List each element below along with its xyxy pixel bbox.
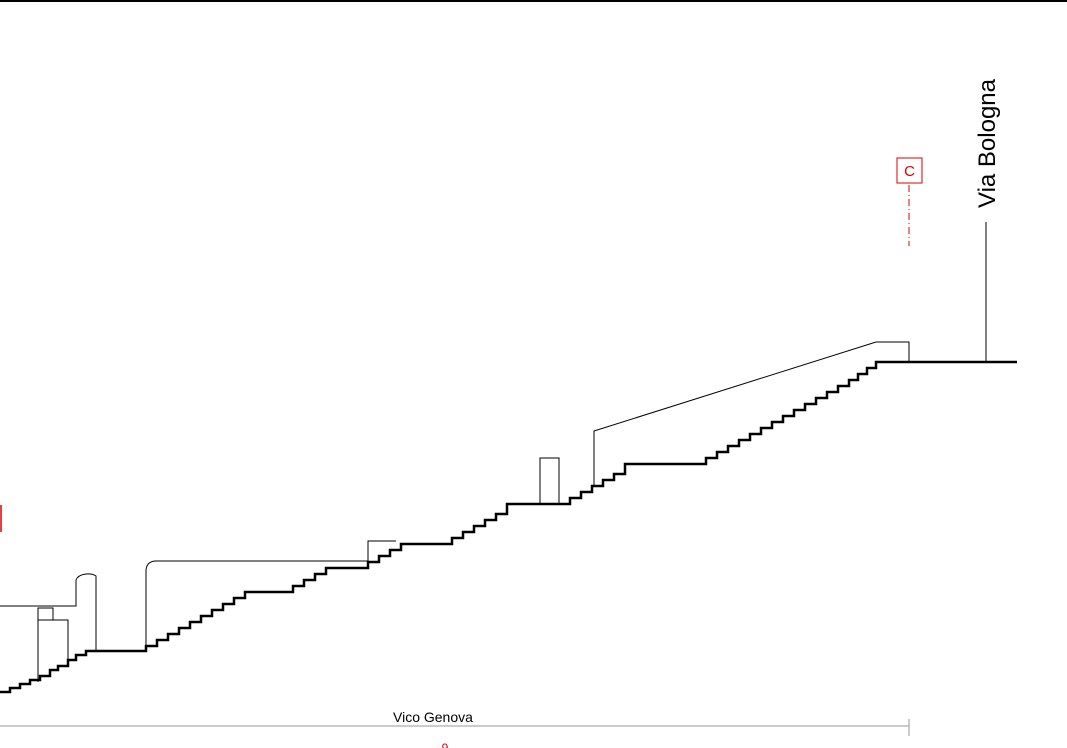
pillar xyxy=(539,457,560,505)
parapet-middle xyxy=(145,540,396,646)
vico-genova-label: Vico Genova xyxy=(393,709,473,725)
small-structure xyxy=(37,619,69,682)
small-box-top xyxy=(37,607,54,621)
via-bologna-label: Via Bologna xyxy=(974,78,1001,208)
stair-profile xyxy=(0,360,1017,694)
parapet-upper xyxy=(593,341,910,486)
parapet-lower xyxy=(0,573,97,651)
bottom-marker-partial: 9 xyxy=(442,741,449,748)
section-marker-label: C xyxy=(904,163,915,180)
section-marker-box xyxy=(896,157,923,184)
